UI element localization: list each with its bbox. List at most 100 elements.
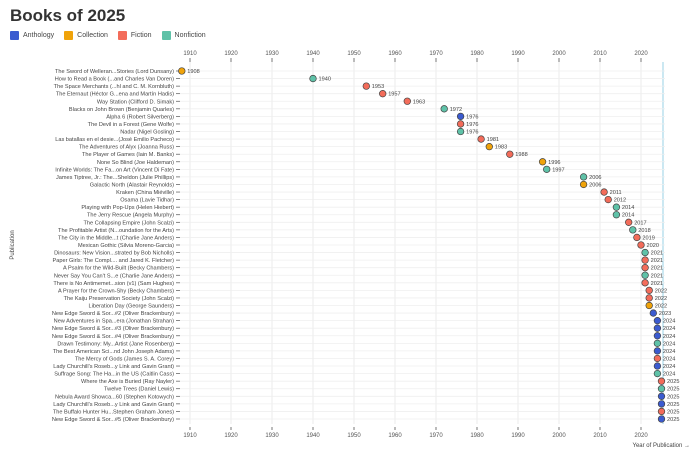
y-tick-label: Las batallas en el desie...(José Emilio … — [55, 137, 174, 143]
data-label: 2024 — [663, 364, 675, 370]
data-label: 2024 — [663, 356, 675, 362]
data-point — [625, 218, 633, 226]
data-point — [456, 120, 465, 128]
y-tick-label: The Buffalo Hunter Hu...Stephen Graham J… — [53, 409, 174, 415]
y-tick-label: Lady Churchill's Roseb...y Link and Gavi… — [53, 402, 174, 408]
x-tick-label-bottom: 2000 — [552, 433, 566, 439]
y-tick-label: The Profitable Artist (N...oundation for… — [58, 228, 174, 234]
y-tick-label: Infinite Worlds: The Fa...on Art (Vincen… — [55, 167, 174, 173]
data-label: 2017 — [634, 220, 646, 226]
data-point — [653, 339, 662, 347]
data-label: 2024 — [663, 349, 675, 355]
y-tick-label: How to Read a Book (...and Charles Van D… — [55, 77, 174, 83]
data-label: 2019 — [642, 235, 654, 241]
x-tick-label-bottom: 1980 — [470, 433, 484, 439]
data-point — [641, 256, 649, 264]
y-tick-label: Way Station (Clifford D. Simak) — [97, 99, 174, 105]
data-label: 2021 — [651, 251, 663, 257]
data-label: 2025 — [667, 409, 679, 415]
data-point — [403, 97, 411, 105]
data-point — [649, 309, 657, 317]
data-label: 2021 — [651, 258, 663, 264]
legend-label: Fiction — [130, 32, 152, 39]
x-tick-label-top: 1990 — [511, 51, 525, 57]
data-label: 2023 — [659, 311, 671, 317]
data-label: 2025 — [667, 402, 679, 408]
legend-swatch — [117, 31, 127, 40]
x-tick-label-top: 1980 — [470, 51, 484, 57]
y-tick-label: The Jerry Rescue (Angela Murphy) — [87, 213, 174, 219]
x-tick-label-top: 2000 — [552, 51, 566, 57]
y-axis-label: Publication — [10, 230, 16, 259]
data-label: 1908 — [187, 69, 199, 75]
data-label: 1940 — [319, 77, 331, 83]
data-label: 2024 — [663, 341, 675, 347]
y-tick-label: New Adventures in Spa...era (Jonathan St… — [54, 319, 174, 325]
x-tick-label-bottom: 1930 — [265, 433, 279, 439]
data-label: 1957 — [388, 92, 400, 98]
data-label: 2025 — [667, 394, 679, 400]
y-tick-label: The Collapsing Empire (John Scalzi) — [84, 220, 175, 226]
y-tick-label: Alpha 6 (Robert Silverberg) — [106, 114, 174, 120]
x-tick-label-top: 1920 — [224, 51, 238, 57]
legend-swatch — [10, 31, 19, 40]
y-tick-label: New Edge Sword & Sor...#3 (Oliver Bracke… — [52, 326, 174, 332]
data-point — [645, 301, 653, 310]
data-label: 2024 — [663, 326, 675, 332]
data-label: 2024 — [663, 372, 675, 378]
y-tick-label: Liberation Day (George Saunders) — [88, 304, 174, 310]
x-tick-label-top: 1930 — [265, 51, 279, 57]
y-tick-label: The Eternaut (Héctor G...ena and Martín … — [56, 92, 174, 98]
data-point — [612, 211, 621, 219]
y-tick-label: Paper Girls: The Compl.... and Jared K. … — [53, 258, 175, 264]
data-label: 2021 — [651, 281, 663, 287]
data-point — [604, 195, 612, 204]
data-label: 1963 — [413, 99, 425, 105]
data-label: 1997 — [552, 167, 564, 173]
data-point — [653, 316, 662, 325]
data-point — [653, 332, 662, 340]
data-label: 2025 — [667, 379, 679, 385]
y-tick-label: New Edge Sword & Sor...#2 (Oliver Bracke… — [52, 311, 174, 317]
data-point — [653, 347, 662, 355]
x-tick-label-bottom: 2020 — [634, 433, 648, 439]
data-point — [456, 112, 465, 121]
data-point — [653, 362, 662, 370]
data-label: 2011 — [610, 190, 622, 196]
y-tick-label: Blacks on John Brown (Benjamin Quarles) — [69, 107, 174, 113]
x-tick-label-top: 1910 — [183, 51, 197, 57]
data-point — [653, 324, 662, 332]
legend-swatch — [161, 31, 171, 40]
data-point — [657, 407, 666, 416]
data-point — [456, 127, 465, 136]
x-tick-label-top: 2010 — [593, 51, 607, 57]
y-tick-label: Suffrage Song: The Ha...in the US (Caitl… — [54, 372, 174, 378]
data-point — [641, 264, 649, 272]
data-label: 1953 — [372, 84, 384, 90]
data-label: 2014 — [622, 213, 634, 219]
x-tick-label-bottom: 1910 — [183, 433, 197, 439]
data-label: 2022 — [655, 304, 667, 310]
y-tick-label: Nadar (Nigel Gosling) — [120, 130, 174, 136]
legend-item-anthology: Anthology — [10, 31, 54, 40]
x-axis-label: Year of Publication → — [633, 443, 690, 449]
y-tick-label: A Psalm for the Wild-Built (Becky Chambe… — [63, 266, 174, 272]
data-point — [485, 142, 493, 151]
y-tick-label: Nebula Award Showca...60 (Stephen Kotowy… — [55, 394, 174, 400]
y-tick-label: The Mercy of Gods (James S. A. Corey) — [75, 356, 174, 362]
x-tick-label-bottom: 1920 — [224, 433, 238, 439]
data-label: 2022 — [655, 288, 667, 294]
data-point — [653, 354, 662, 363]
data-point — [645, 286, 653, 295]
y-tick-label: New Edge Sword & Sor...#4 (Oliver Bracke… — [52, 334, 174, 340]
data-label: 2025 — [667, 417, 679, 423]
y-tick-label: The Kaiju Preservation Society (John Sca… — [64, 296, 175, 302]
data-point — [477, 135, 485, 143]
data-label: 2022 — [655, 296, 667, 302]
data-point — [657, 377, 666, 385]
y-tick-label: The Adventures of Alyx (Joanna Russ) — [79, 145, 174, 151]
y-tick-label: The Space Merchants (...hl and C. M. Kor… — [54, 84, 174, 90]
data-point — [629, 226, 637, 234]
x-tick-label-bottom: 1950 — [347, 433, 361, 439]
